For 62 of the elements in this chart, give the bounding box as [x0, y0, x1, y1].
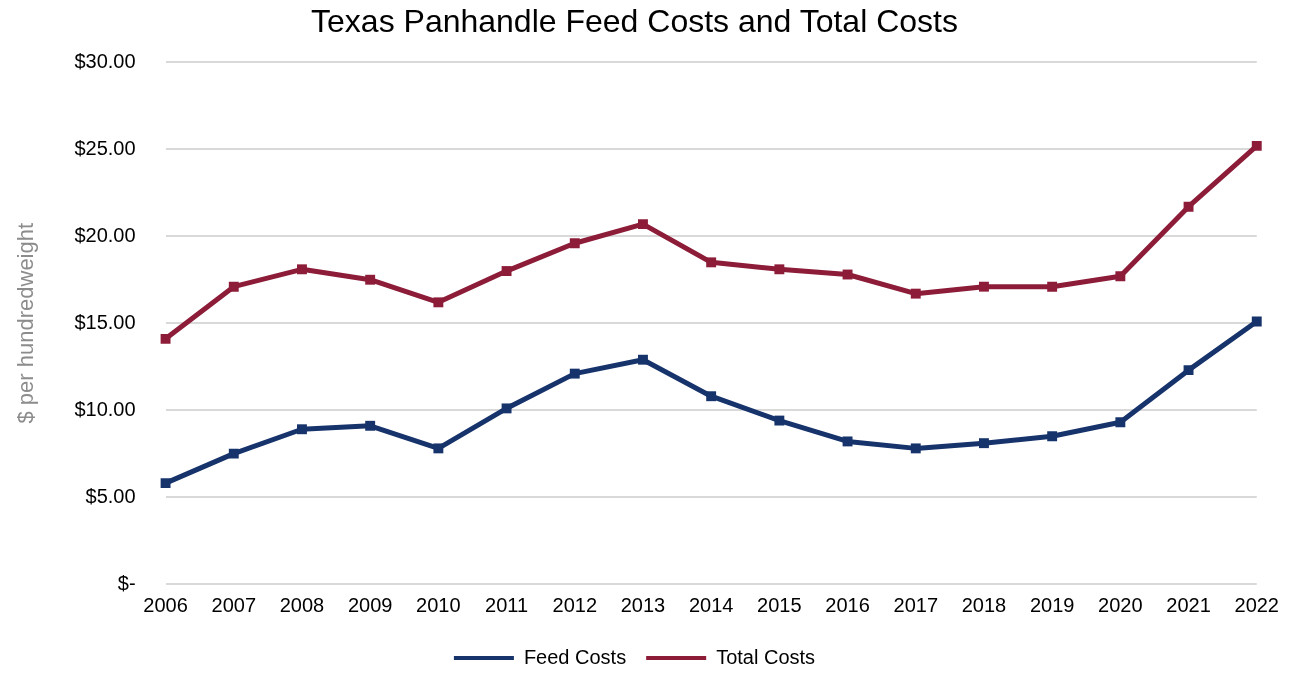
point: [569, 238, 580, 249]
y-tick-label: $20.00: [74, 223, 136, 246]
point: [1251, 140, 1262, 151]
point: [228, 448, 239, 459]
x-tick-label: 2012: [552, 593, 598, 616]
x-tick-label: 2013: [620, 593, 666, 616]
x-tick-label: 2020: [1098, 593, 1143, 616]
x-tick-label: 2021: [1166, 593, 1211, 616]
point: [1183, 201, 1194, 212]
point: [365, 420, 376, 431]
point: [160, 333, 171, 344]
x-tick-label: 2016: [825, 593, 870, 616]
point: [774, 415, 785, 426]
point: [979, 281, 989, 292]
point: [910, 443, 921, 454]
point: [228, 281, 239, 292]
y-tick-label: $30.00: [74, 49, 136, 72]
point: [501, 266, 512, 276]
x-tick-label: 2006: [143, 593, 188, 616]
y-tick-label: $-: [117, 571, 136, 594]
y-tick-label: $10.00: [74, 397, 136, 420]
point: [1047, 431, 1058, 442]
y-tick-label: $25.00: [74, 136, 136, 159]
x-tick-label: 2019: [1029, 593, 1075, 616]
point: [638, 354, 648, 365]
point: [910, 288, 921, 299]
y-axis-title: $ per hundredweight: [13, 222, 39, 424]
point: [842, 269, 853, 280]
point: [1047, 281, 1058, 292]
x-tick-label: 2022: [1234, 593, 1279, 616]
point: [501, 403, 512, 414]
x-tick-label: 2011: [485, 593, 529, 616]
point: [297, 424, 307, 435]
point: [706, 257, 717, 268]
x-tick-label: 2008: [279, 593, 325, 616]
point: [1183, 365, 1194, 376]
x-tick-label: 2007: [211, 593, 257, 616]
point: [979, 438, 989, 449]
x-tick-label: 2014: [688, 593, 734, 616]
y-tick-label: $15.00: [74, 310, 136, 333]
point: [160, 478, 171, 489]
x-tick-label: 2009: [347, 593, 393, 616]
point: [297, 264, 307, 275]
x-tick-label: 2010: [416, 593, 461, 616]
point: [842, 436, 853, 447]
legend-label: Total Costs: [716, 645, 816, 668]
x-tick-label: 2015: [757, 593, 802, 616]
point: [638, 219, 648, 230]
point: [1115, 417, 1126, 428]
point: [706, 391, 717, 402]
legend-label: Feed Costs: [523, 645, 627, 668]
point: [569, 368, 580, 379]
point: [1251, 316, 1262, 327]
x-tick-label: 2017: [893, 593, 939, 616]
point: [365, 274, 376, 285]
chart-title: Texas Panhandle Feed Costs and Total Costs: [311, 3, 958, 40]
point: [1115, 271, 1126, 282]
y-tick-label: $5.00: [85, 484, 136, 507]
point: [433, 297, 444, 308]
point: [433, 443, 444, 454]
x-tick-label: 2018: [961, 593, 1007, 616]
point: [774, 264, 785, 275]
